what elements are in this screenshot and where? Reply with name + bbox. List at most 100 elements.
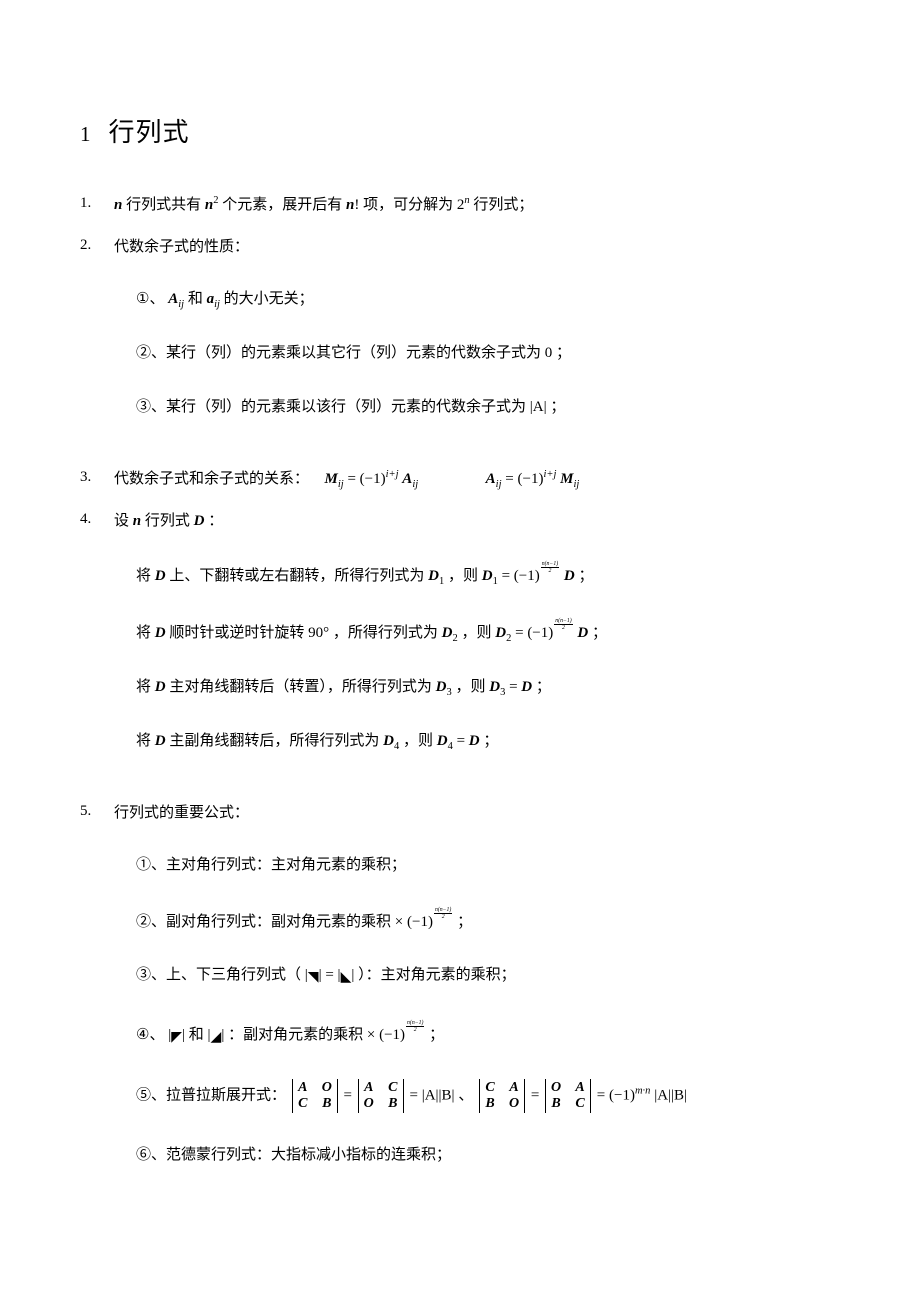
times: × (395, 913, 403, 929)
text: ； (556, 345, 571, 361)
text: 和 (188, 291, 203, 307)
chapter-title: 行列式 (109, 112, 190, 149)
sub: ij (496, 479, 502, 490)
item-content: 行列式的重要公式： ①、主对角行列式：主对角元素的乘积； ②、副对角行列式：副对… (114, 801, 840, 1198)
sub: 4 (394, 741, 399, 752)
text: ⑤、拉普拉斯展开式： (136, 1087, 286, 1103)
sub-item: 将 D 主副角线翻转后，所得行列式为 D4 ，则 D4 = D ； (136, 729, 840, 753)
var-n: n (205, 197, 213, 213)
var-D: D (495, 625, 506, 641)
text-line: 代数余子式和余子式的关系： Mij = (−1)i+j Aij Aij = (−… (114, 467, 840, 491)
sup: n (464, 195, 469, 206)
sup: i+j (543, 469, 556, 480)
var-D: D (194, 513, 205, 529)
var-D: D (489, 679, 500, 695)
neg1: (−1) (527, 625, 553, 641)
text: 将 (136, 679, 151, 695)
sub: 1 (439, 576, 444, 587)
angle: 90° (308, 625, 329, 641)
text: 、 (458, 1087, 473, 1103)
sup: i+j (386, 469, 399, 480)
var-M: M (560, 471, 573, 487)
var-D: D (428, 568, 439, 584)
item-number: 1. (80, 193, 114, 212)
sub-list: 将 D 上、下翻转或左右翻转，所得行列式为 D1 ，则 D1 = (−1)n(n… (114, 561, 840, 753)
sub: ij (412, 479, 418, 490)
text-line: 设 n 行列式 D ： (114, 509, 840, 533)
sub-item: 将 D 主对角线翻转后（转置），所得行列式为 D3 ，则 D3 = D ； (136, 675, 840, 699)
text: 设 (114, 513, 129, 529)
text: 将 (136, 733, 151, 749)
sub: 4 (448, 741, 453, 752)
text: ③、上、下三角行列式（ (136, 967, 301, 983)
item-5: 5. 行列式的重要公式： ①、主对角行列式：主对角元素的乘积； ②、副对角行列式… (80, 801, 840, 1198)
sub: 3 (446, 687, 451, 698)
item-2: 2. 代数余子式的性质： ①、 Aij 和 aij 的大小无关； ②、某行（列）… (80, 235, 840, 449)
sub-item: ③、某行（列）的元素乘以该行（列）元素的代数余子式为 |A| ； (136, 395, 840, 419)
sup: m·n (635, 1085, 650, 1096)
neg1: (−1) (407, 913, 433, 929)
bar: | (319, 967, 322, 983)
text-line: 行列式的重要公式： (114, 801, 840, 825)
triangle-ur-icon: ◢ (211, 1027, 222, 1049)
eq: = (409, 1087, 417, 1103)
sub: ij (178, 299, 184, 310)
item-number: 3. (80, 467, 114, 486)
text: ③、某行（列）的元素乘以该行（列）元素的代数余子式为 (136, 399, 526, 415)
eq: = (502, 568, 510, 584)
var-n: n (133, 513, 141, 529)
var-n: n (114, 197, 122, 213)
text: ②、某行（列）的元素乘以其它行（列）元素的代数余子式为 (136, 345, 541, 361)
text: ）：主对角元素的乘积； (358, 967, 516, 983)
text: 将 (136, 625, 151, 641)
var-D: D (436, 679, 447, 695)
var-D: D (155, 625, 166, 641)
var-D: D (482, 568, 493, 584)
text: ，则 (461, 625, 491, 641)
item-number: 2. (80, 235, 114, 254)
neg1: (−1) (517, 471, 543, 487)
sub-item: ②、某行（列）的元素乘以其它行（列）元素的代数余子式为 0 ； (136, 341, 840, 365)
sub: 1 (493, 576, 498, 587)
chapter-heading: 1 行列式 (80, 112, 840, 149)
block-det: CA BO (479, 1079, 525, 1113)
text: 代数余子式和余子式的关系： (114, 471, 309, 487)
sub: ij (573, 479, 579, 490)
sub-item: ⑥、范德蒙行列式：大指标减小指标的连乘积； (136, 1143, 840, 1167)
text: 行列式 (145, 513, 190, 529)
eq: = (325, 967, 333, 983)
const: 0 (545, 345, 553, 361)
item-content: 设 n 行列式 D ： 将 D 上、下翻转或左右翻转，所得行列式为 D1 ，则 … (114, 509, 840, 783)
text: ，所得行列式为 (333, 625, 438, 641)
text: 项，可分解为 (363, 197, 453, 213)
var-D: D (521, 679, 532, 695)
block-det: AC OB (358, 1079, 404, 1113)
item-4: 4. 设 n 行列式 D ： 将 D 上、下翻转或左右翻转，所得行列式为 D1 … (80, 509, 840, 783)
neg1: (−1) (609, 1087, 635, 1103)
bar: | (182, 1027, 185, 1043)
sub: 3 (500, 687, 505, 698)
block-det: AO CB (292, 1079, 338, 1113)
text: ； (592, 625, 607, 641)
sub-item: ⑤、拉普拉斯展开式： AO CB = AC OB = |A||B| 、 (136, 1079, 840, 1113)
text: ②、副对角行列式：副对角元素的乘积 (136, 913, 391, 929)
item-3: 3. 代数余子式和余子式的关系： Mij = (−1)i+j Aij Aij =… (80, 467, 840, 491)
text: 上、下翻转或左右翻转，所得行列式为 (169, 568, 424, 584)
text: ； (429, 1027, 444, 1043)
frac-exp: n(n−1)2 (553, 623, 573, 634)
main-list: 1. n 行列式共有 n2 个元素，展开后有 n! 项，可分解为 2n 行列式；… (80, 193, 840, 1197)
abs-AB: |A||B| (654, 1087, 687, 1103)
item-number: 5. (80, 801, 114, 820)
text: ，则 (448, 568, 478, 584)
sub-list: ①、 Aij 和 aij 的大小无关； ②、某行（列）的元素乘以其它行（列）元素… (114, 287, 840, 419)
sub-item: 将 D 顺时针或逆时针旋转 90° ，所得行列式为 D2 ，则 D2 = (−1… (136, 618, 840, 645)
var-D: D (155, 679, 166, 695)
sub-item: ②、副对角行列式：副对角元素的乘积 × (−1)n(n−1)2 ； (136, 907, 840, 934)
text: 的大小无关； (224, 291, 314, 307)
item-1: 1. n 行列式共有 n2 个元素，展开后有 n! 项，可分解为 2n 行列式； (80, 193, 840, 217)
sub-item: ①、主对角行列式：主对角元素的乘积； (136, 853, 840, 877)
sub-list: ①、主对角行列式：主对角元素的乘积； ②、副对角行列式：副对角元素的乘积 × (… (114, 853, 840, 1168)
var-D: D (155, 733, 166, 749)
text-line: n 行列式共有 n2 个元素，展开后有 n! 项，可分解为 2n 行列式； (114, 193, 840, 217)
frac-exp: n(n−1)2 (405, 1025, 425, 1036)
